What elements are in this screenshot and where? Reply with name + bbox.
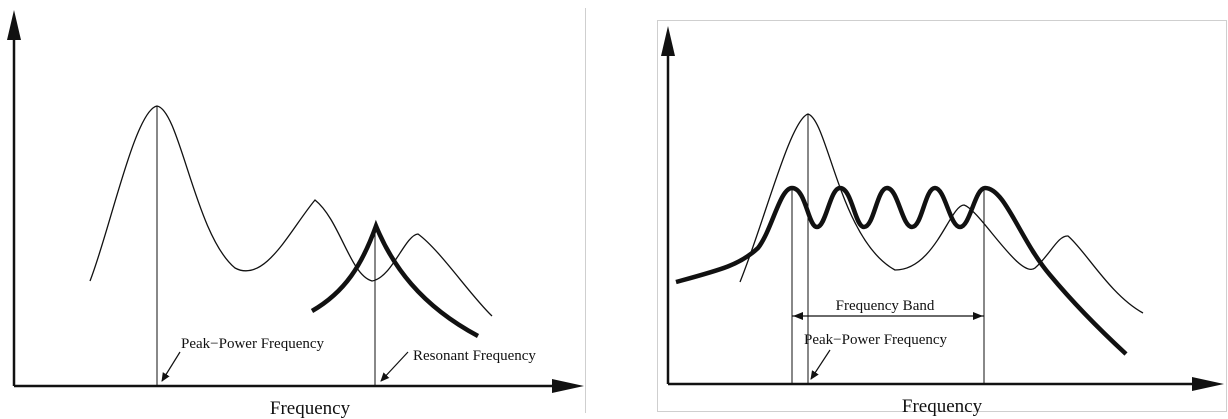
right-wavy-response-curve <box>675 185 1128 356</box>
right-band-right-arrow-icon <box>973 312 983 320</box>
right-y-axis-arrow-icon <box>661 26 675 56</box>
left-x-axis-arrow-icon <box>552 379 584 393</box>
right-peak-power-pointer <box>810 349 831 380</box>
left-panel-border <box>585 8 586 413</box>
right-label-peak-power: Peak−Power Frequency <box>804 332 948 348</box>
right-band-left-arrow-icon <box>793 312 803 320</box>
right-x-axis-label: Frequency <box>902 396 983 417</box>
left-resonance-curve <box>310 219 480 338</box>
right-power-spectrum-curve <box>739 113 1144 314</box>
left-label-peak-power: Peak−Power Frequency <box>181 336 325 352</box>
left-resonant-pointer <box>380 351 409 382</box>
left-y-axis-arrow-icon <box>7 10 21 40</box>
right-diagram: Frequency Band Peak−Power Frequency Freq… <box>661 26 1224 417</box>
left-peak-power-pointer <box>161 351 181 382</box>
left-diagram: Peak−Power Frequency Resonant Frequency … <box>7 10 584 419</box>
right-panel-border <box>657 20 1227 412</box>
left-x-axis-label: Frequency <box>270 398 351 419</box>
right-label-band: Frequency Band <box>836 298 935 314</box>
left-power-spectrum-curve <box>89 105 493 317</box>
left-label-resonant: Resonant Frequency <box>413 348 536 364</box>
right-x-axis-arrow-icon <box>1192 377 1224 391</box>
